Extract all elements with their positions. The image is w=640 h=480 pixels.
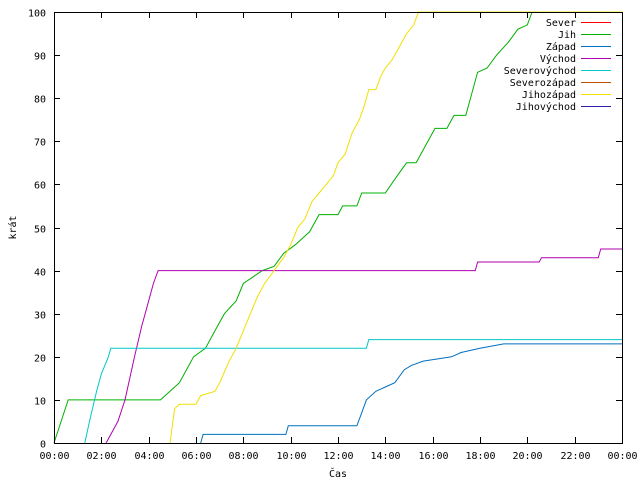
legend-label: Jih [558, 30, 576, 41]
x-tick-label: 00:00 [607, 451, 637, 462]
x-tick-label: 06:00 [181, 451, 211, 462]
series-line [169, 11, 622, 444]
x-tick-label: 02:00 [86, 451, 116, 462]
y-tick-label: 10 [34, 397, 46, 408]
series-line [53, 11, 622, 444]
legend-label: Sever [546, 18, 576, 29]
y-tick-label: 100 [28, 9, 46, 20]
x-tick-label: 00:00 [39, 451, 69, 462]
x-tick-label: 12:00 [323, 451, 353, 462]
x-axis-label: Čas [329, 467, 347, 480]
legend: SeverJihZápadVýchodSeverovýchodSeverozáp… [504, 18, 611, 113]
x-tick-label: 08:00 [228, 451, 258, 462]
legend-label: Jihozápad [522, 89, 576, 101]
y-tick-label: 60 [34, 181, 46, 192]
series-line [105, 248, 622, 444]
x-tick-label: 16:00 [418, 451, 448, 462]
legend-label: Severozápad [510, 77, 576, 89]
series-line [200, 343, 622, 444]
y-tick-label: 50 [34, 225, 46, 236]
y-tick-label: 80 [34, 95, 46, 106]
legend-label: Severovýchod [504, 65, 576, 77]
series-layer [53, 11, 622, 444]
y-axis-label: krát [7, 215, 19, 239]
y-tick-label: 20 [34, 354, 46, 365]
y-tick-label: 40 [34, 268, 46, 279]
y-tick-label: 90 [34, 52, 46, 63]
x-tick-label: 18:00 [465, 451, 495, 462]
x-tick-label: 20:00 [512, 451, 542, 462]
ticks-layer: 0 10 20 30 40 50 60 70 80 90 100 00:00 02:00 04:00 06:… [28, 9, 638, 463]
legend-label: Jihovýchod [516, 101, 576, 113]
x-tick-label: 04:00 [134, 451, 164, 462]
x-tick-label: 14:00 [370, 451, 400, 462]
y-tick-label: 70 [34, 138, 46, 149]
x-tick-label: 10:00 [276, 451, 306, 462]
x-tick-label: 22:00 [560, 451, 590, 462]
legend-label: Západ [546, 41, 576, 53]
y-tick-label: 30 [34, 311, 46, 322]
y-tick-label: 0 [40, 440, 46, 451]
series-line [84, 339, 622, 444]
legend-label: Východ [540, 53, 576, 65]
